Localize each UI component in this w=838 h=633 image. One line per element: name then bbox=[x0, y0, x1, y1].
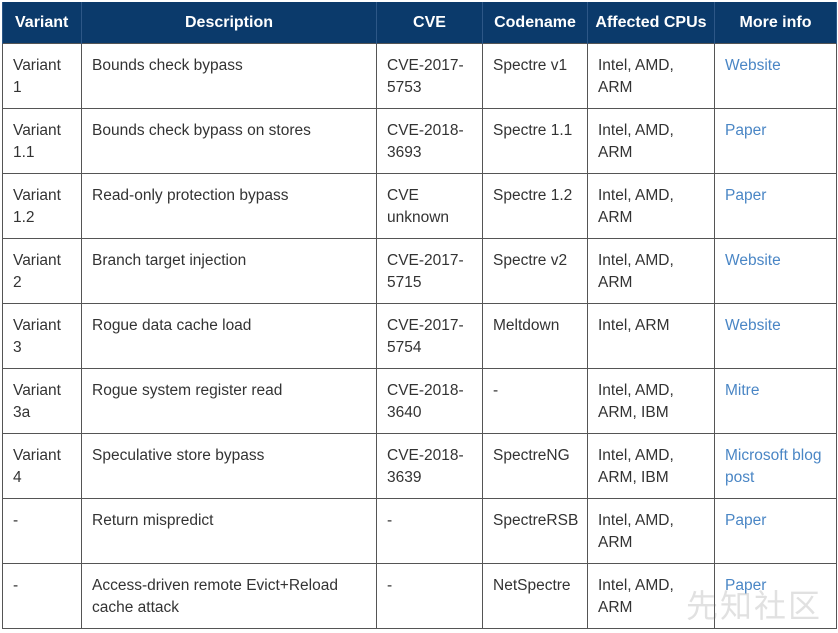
more-info-link[interactable]: Website bbox=[725, 317, 781, 334]
header-codename: Codename bbox=[482, 2, 588, 44]
cell-variant: Variant 1.1 bbox=[2, 108, 82, 174]
cell-variant: Variant 3a bbox=[2, 368, 82, 434]
table-row: Variant 3 Rogue data cache load CVE-2017… bbox=[2, 303, 837, 369]
table-row: Variant 1 Bounds check bypass CVE-2017-5… bbox=[2, 43, 837, 109]
cell-description: Branch target injection bbox=[81, 238, 377, 304]
cell-description: Rogue system register read bbox=[81, 368, 377, 434]
header-description: Description bbox=[81, 2, 377, 44]
more-info-link[interactable]: Paper bbox=[725, 577, 767, 594]
more-info-link[interactable]: Microsoft blog post bbox=[725, 447, 822, 486]
cell-cpus: Intel, AMD, ARM bbox=[587, 108, 715, 174]
cell-description: Bounds check bypass on stores bbox=[81, 108, 377, 174]
cell-more-info: Paper bbox=[714, 173, 837, 239]
watermark: 先知社区 bbox=[685, 587, 822, 625]
cell-cve: CVE-2017-5715 bbox=[376, 238, 483, 304]
cell-cpus: Intel, AMD, ARM, IBM bbox=[587, 433, 715, 499]
cell-codename: Spectre v2 bbox=[482, 238, 588, 304]
cell-variant: Variant 1 bbox=[2, 43, 82, 109]
cell-more-info: Microsoft blog post bbox=[714, 433, 837, 499]
cell-description: Speculative store bypass bbox=[81, 433, 377, 499]
cell-description: Return mispredict bbox=[81, 498, 377, 564]
cell-variant: - bbox=[2, 563, 82, 629]
cell-more-info: Website bbox=[714, 43, 837, 109]
cell-description: Read-only protection bypass bbox=[81, 173, 377, 239]
cell-more-info: Paper bbox=[714, 563, 837, 629]
cell-cpus: Intel, AMD, ARM bbox=[587, 173, 715, 239]
cell-variant: Variant 3 bbox=[2, 303, 82, 369]
cell-more-info: Paper bbox=[714, 108, 837, 174]
cell-cpus: Intel, AMD, ARM, IBM bbox=[587, 368, 715, 434]
table-row: Variant 3a Rogue system register read CV… bbox=[2, 368, 837, 434]
cell-more-info: Mitre bbox=[714, 368, 837, 434]
cell-more-info: Website bbox=[714, 238, 837, 304]
cell-more-info: Paper bbox=[714, 498, 837, 564]
cell-cve: CVE-2018-3640 bbox=[376, 368, 483, 434]
cell-cve: CVE-2017-5754 bbox=[376, 303, 483, 369]
more-info-link[interactable]: Mitre bbox=[725, 382, 760, 399]
header-variant: Variant bbox=[2, 2, 82, 44]
cell-more-info: Website bbox=[714, 303, 837, 369]
cell-cve: - bbox=[376, 498, 483, 564]
header-more-info: More info bbox=[714, 2, 837, 44]
more-info-link[interactable]: Website bbox=[725, 252, 781, 269]
cell-cve: CVE unknown bbox=[376, 173, 483, 239]
more-info-link[interactable]: Paper bbox=[725, 122, 767, 139]
cell-description: Bounds check bypass bbox=[81, 43, 377, 109]
cell-variant: Variant 2 bbox=[2, 238, 82, 304]
cell-codename: Spectre v1 bbox=[482, 43, 588, 109]
cell-codename: Spectre 1.1 bbox=[482, 108, 588, 174]
table-row: - Return mispredict - SpectreRSB Intel, … bbox=[2, 498, 837, 564]
header-affected-cpus: Affected CPUs bbox=[587, 2, 715, 44]
cell-cpus: Intel, AMD, ARM bbox=[587, 238, 715, 304]
cell-codename: Meltdown bbox=[482, 303, 588, 369]
cell-description: Access-driven remote Evict+Reload cache … bbox=[81, 563, 377, 629]
cell-cve: - bbox=[376, 563, 483, 629]
cell-codename: SpectreNG bbox=[482, 433, 588, 499]
cell-variant: - bbox=[2, 498, 82, 564]
cell-cpus: Intel, ARM bbox=[587, 303, 715, 369]
cell-codename: NetSpectre bbox=[482, 563, 588, 629]
table-header-row: Variant Description CVE Codename Affecte… bbox=[2, 2, 837, 44]
cell-codename: - bbox=[482, 368, 588, 434]
more-info-link[interactable]: Paper bbox=[725, 512, 767, 529]
table-row: Variant 1.1 Bounds check bypass on store… bbox=[2, 108, 837, 174]
table-row: Variant 1.2 Read-only protection bypass … bbox=[2, 173, 837, 239]
cell-cpus: Intel, AMD, ARM bbox=[587, 498, 715, 564]
cell-variant: Variant 4 bbox=[2, 433, 82, 499]
cell-cve: CVE-2017-5753 bbox=[376, 43, 483, 109]
header-cve: CVE bbox=[376, 2, 483, 44]
table-row: Variant 4 Speculative store bypass CVE-2… bbox=[2, 433, 837, 499]
cell-cve: CVE-2018-3693 bbox=[376, 108, 483, 174]
cell-variant: Variant 1.2 bbox=[2, 173, 82, 239]
table-row: Variant 2 Branch target injection CVE-20… bbox=[2, 238, 837, 304]
cell-cpus: Intel, AMD, ARM bbox=[587, 563, 715, 629]
cell-description: Rogue data cache load bbox=[81, 303, 377, 369]
more-info-link[interactable]: Paper bbox=[725, 187, 767, 204]
cell-codename: SpectreRSB bbox=[482, 498, 588, 564]
table-row: - Access-driven remote Evict+Reload cach… bbox=[2, 563, 837, 629]
cell-cve: CVE-2018-3639 bbox=[376, 433, 483, 499]
cell-codename: Spectre 1.2 bbox=[482, 173, 588, 239]
cell-cpus: Intel, AMD, ARM bbox=[587, 43, 715, 109]
more-info-link[interactable]: Website bbox=[725, 57, 781, 74]
